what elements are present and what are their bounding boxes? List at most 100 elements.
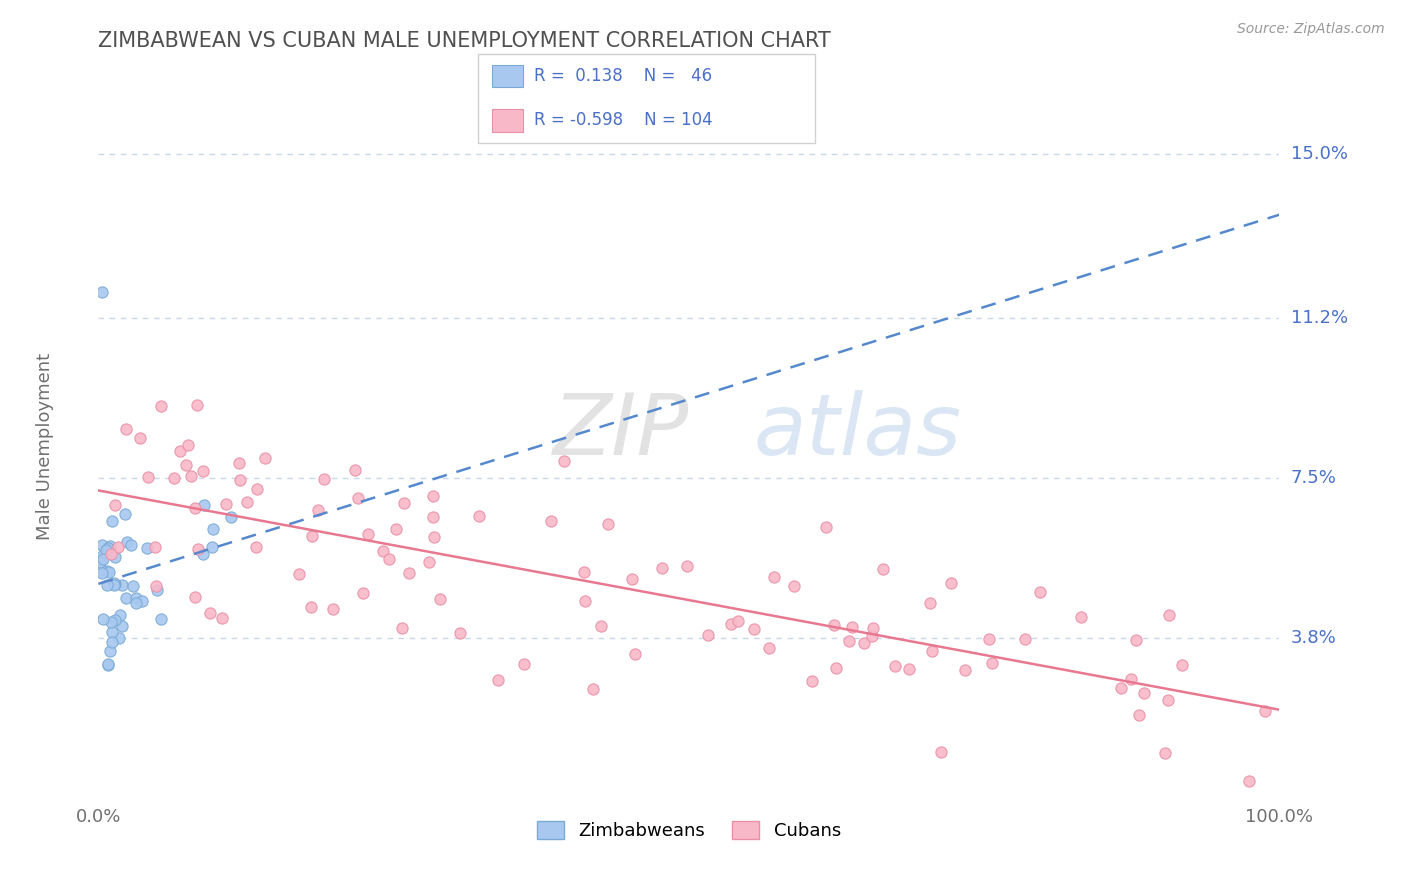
- Legend: Zimbabweans, Cubans: Zimbabweans, Cubans: [530, 814, 848, 847]
- Point: [921, 644, 943, 658]
- Point: [418, 555, 440, 569]
- Point: [229, 473, 252, 487]
- Point: [697, 628, 720, 642]
- Point: [108, 608, 131, 623]
- Point: [941, 576, 963, 591]
- Point: [104, 549, 127, 564]
- Point: [574, 565, 596, 579]
- Point: [143, 541, 166, 555]
- Point: [146, 582, 169, 597]
- Point: [1029, 585, 1052, 599]
- Point: [235, 494, 257, 508]
- Point: [254, 450, 277, 465]
- Point: [100, 547, 122, 561]
- Point: [97, 657, 120, 671]
- Point: [299, 600, 322, 615]
- Point: [117, 535, 139, 549]
- Point: [1154, 746, 1177, 760]
- Point: [145, 579, 167, 593]
- Point: [90, 566, 112, 580]
- Text: 3.8%: 3.8%: [1291, 630, 1336, 648]
- Point: [651, 561, 673, 575]
- Point: [193, 498, 215, 512]
- Point: [676, 558, 699, 573]
- Point: [929, 746, 952, 760]
- Point: [346, 491, 368, 505]
- Point: [115, 591, 138, 606]
- Point: [97, 565, 120, 579]
- Point: [1254, 704, 1277, 718]
- Point: [841, 620, 863, 634]
- Point: [920, 596, 942, 610]
- Point: [176, 438, 198, 452]
- Point: [352, 586, 374, 600]
- Point: [727, 615, 749, 629]
- Point: [314, 472, 336, 486]
- Point: [1171, 658, 1194, 673]
- Point: [128, 431, 150, 445]
- Point: [103, 577, 125, 591]
- Point: [115, 422, 138, 436]
- Point: [391, 621, 413, 635]
- Point: [91, 285, 114, 300]
- Point: [103, 498, 125, 512]
- Point: [394, 496, 416, 510]
- Point: [287, 566, 309, 581]
- Point: [301, 529, 323, 543]
- Point: [1132, 686, 1154, 700]
- Point: [1014, 632, 1036, 646]
- Point: [422, 530, 444, 544]
- Point: [429, 592, 451, 607]
- Point: [1128, 708, 1150, 723]
- Point: [93, 552, 115, 566]
- Text: 11.2%: 11.2%: [1291, 310, 1348, 327]
- Point: [582, 682, 605, 697]
- Point: [211, 611, 233, 625]
- Point: [101, 624, 124, 639]
- Point: [100, 540, 122, 554]
- Point: [180, 468, 202, 483]
- Text: Source: ZipAtlas.com: Source: ZipAtlas.com: [1237, 22, 1385, 37]
- Point: [131, 593, 153, 607]
- Point: [121, 579, 143, 593]
- Point: [101, 634, 124, 648]
- Point: [1125, 633, 1147, 648]
- Point: [125, 591, 148, 606]
- Point: [228, 456, 250, 470]
- Point: [100, 615, 122, 629]
- Point: [103, 576, 125, 591]
- Point: [758, 640, 780, 655]
- Point: [149, 612, 172, 626]
- Point: [872, 562, 894, 576]
- Point: [378, 552, 401, 566]
- Point: [344, 463, 367, 477]
- Point: [540, 515, 562, 529]
- Point: [90, 538, 112, 552]
- Point: [553, 453, 575, 467]
- Point: [449, 626, 471, 640]
- Point: [838, 634, 860, 648]
- Point: [186, 541, 208, 556]
- Point: [307, 503, 329, 517]
- Point: [398, 566, 420, 581]
- Point: [246, 482, 269, 496]
- Point: [201, 522, 224, 536]
- Text: ZIMBABWEAN VS CUBAN MALE UNEMPLOYMENT CORRELATION CHART: ZIMBABWEAN VS CUBAN MALE UNEMPLOYMENT CO…: [98, 31, 831, 51]
- Point: [598, 516, 620, 531]
- Point: [815, 520, 838, 534]
- Point: [1109, 681, 1132, 695]
- Point: [215, 497, 238, 511]
- Point: [221, 510, 243, 524]
- Point: [114, 508, 136, 522]
- Point: [825, 661, 848, 675]
- Point: [621, 572, 644, 586]
- Point: [184, 501, 207, 516]
- Point: [96, 564, 118, 578]
- Point: [193, 464, 215, 478]
- Point: [512, 657, 534, 671]
- Point: [897, 662, 920, 676]
- Point: [97, 541, 120, 555]
- Text: R = -0.598    N = 104: R = -0.598 N = 104: [534, 112, 713, 129]
- Point: [1159, 608, 1181, 623]
- Point: [860, 629, 883, 643]
